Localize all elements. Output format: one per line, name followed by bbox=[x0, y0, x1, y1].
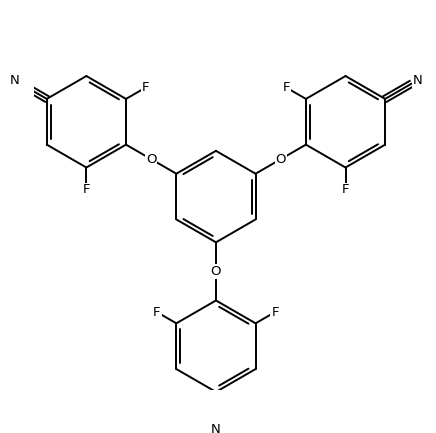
Text: F: F bbox=[271, 306, 279, 319]
Text: O: O bbox=[146, 153, 157, 166]
Text: O: O bbox=[211, 265, 221, 278]
Text: F: F bbox=[342, 184, 349, 197]
Text: F: F bbox=[283, 81, 290, 94]
Text: F: F bbox=[83, 184, 90, 197]
Text: N: N bbox=[412, 74, 422, 87]
Text: N: N bbox=[10, 74, 20, 87]
Text: F: F bbox=[142, 81, 149, 94]
Text: N: N bbox=[211, 423, 221, 433]
Text: F: F bbox=[153, 306, 160, 319]
Text: O: O bbox=[276, 153, 286, 166]
